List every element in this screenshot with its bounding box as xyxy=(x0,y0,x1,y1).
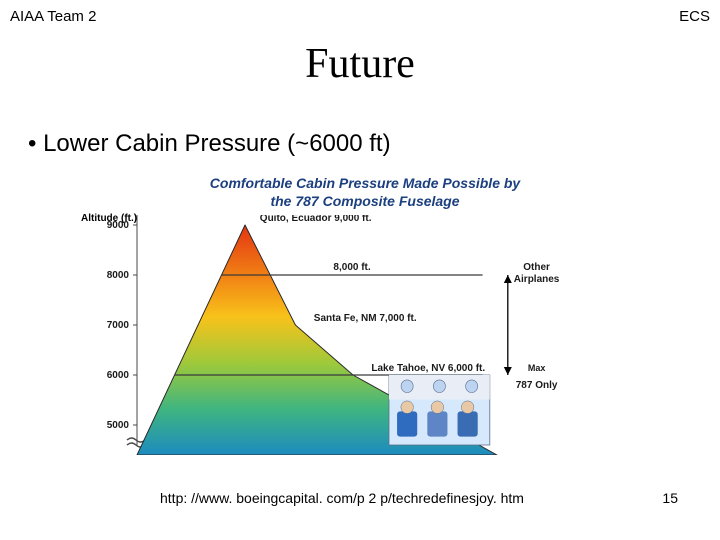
svg-text:Lake Tahoe, NV 6,000 ft.: Lake Tahoe, NV 6,000 ft. xyxy=(371,363,485,374)
source-url: http: //www. boeingcapital. com/p 2 p/te… xyxy=(160,490,524,506)
page-title: Future xyxy=(0,40,720,88)
svg-text:7000: 7000 xyxy=(107,320,130,331)
figure-title-l1: Comfortable Cabin Pressure Made Possible… xyxy=(210,175,520,191)
figure-title: Comfortable Cabin Pressure Made Possible… xyxy=(85,175,645,210)
svg-text:787 Only: 787 Only xyxy=(516,380,558,391)
figure-title-l2: the 787 Composite Fuselage xyxy=(270,193,459,209)
svg-text:Max: Max xyxy=(528,363,546,373)
svg-text:Santa Fe, NM 7,000 ft.: Santa Fe, NM 7,000 ft. xyxy=(314,313,417,324)
svg-text:8000: 8000 xyxy=(107,270,130,281)
y-axis-label: Altitude (ft.) xyxy=(81,213,137,224)
header-right: ECS xyxy=(679,8,710,25)
bullet-line: • Lower Cabin Pressure (~6000 ft) xyxy=(28,130,391,158)
svg-text:Quito, Ecuador 9,000 ft.: Quito, Ecuador 9,000 ft. xyxy=(260,215,372,224)
page-number: 15 xyxy=(662,490,678,506)
svg-text:Other: Other xyxy=(523,262,550,273)
svg-text:5000: 5000 xyxy=(107,420,130,431)
svg-text:6000: 6000 xyxy=(107,370,130,381)
header-left: AIAA Team 2 xyxy=(10,8,96,25)
altitude-chart: Altitude (ft.) 500060007000800090008,000… xyxy=(85,215,645,455)
slide: AIAA Team 2 ECS Future • Lower Cabin Pre… xyxy=(0,0,720,540)
svg-text:8,000 ft.: 8,000 ft. xyxy=(333,262,370,273)
svg-text:Airplanes: Airplanes xyxy=(514,274,560,285)
chart-svg: 500060007000800090008,000 ft.OtherAirpla… xyxy=(85,215,645,455)
figure: Comfortable Cabin Pressure Made Possible… xyxy=(85,175,645,475)
